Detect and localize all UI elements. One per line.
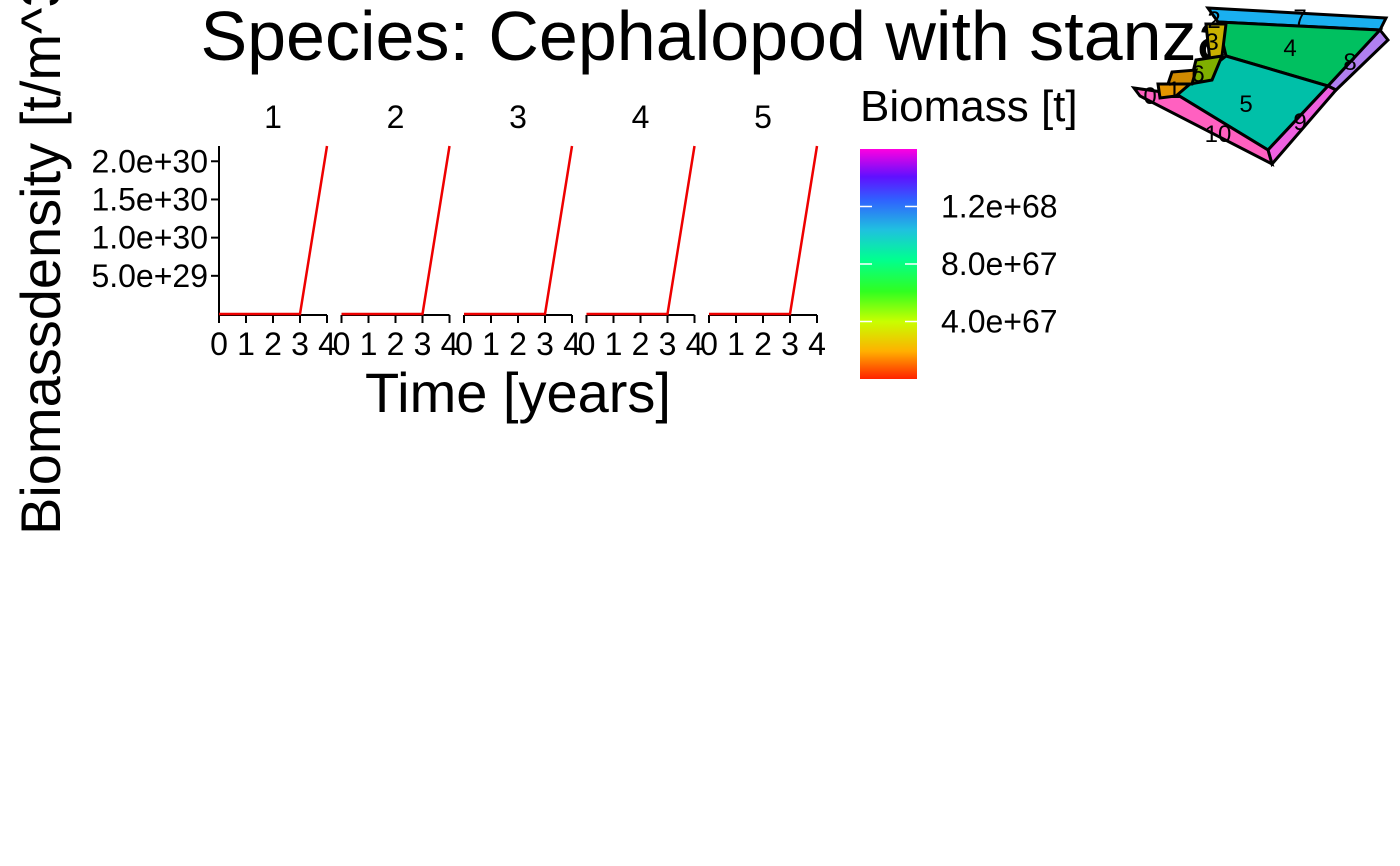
x-tick-label: 2 (264, 326, 282, 362)
x-tick-label: 3 (536, 326, 554, 362)
facet-label: 3 (509, 99, 527, 135)
x-tick-label: 4 (808, 326, 826, 362)
x-tick-label: 1 (360, 326, 378, 362)
x-tick-label: 2 (632, 326, 650, 362)
y-tick-label: 1.5e+30 (91, 181, 208, 217)
x-tick-label: 4 (441, 326, 459, 362)
x-tick-label: 3 (291, 326, 309, 362)
facet-panel-1: 10 1 2 3 45.0e+291.0e+301.5e+302.0e+30 (91, 99, 335, 362)
y-axis-title: Biomassdensity [t/m^3] (9, 0, 72, 535)
facet-panel-5: 5 0 1 2 3 4 (700, 99, 826, 362)
x-tick-label: 4 (563, 326, 581, 362)
series-line-5 (709, 145, 819, 316)
map-box-label: 7 (1293, 5, 1306, 32)
x-tick-label: 3 (659, 326, 677, 362)
x-tick-label: 0 (578, 326, 596, 362)
series-line-3 (464, 145, 574, 316)
x-tick-label: 1 (237, 326, 255, 362)
colorbar-legend: Biomass [t] 4.0e+67 8.0e+67 1.2e+68 (860, 82, 1078, 379)
series-line-2 (341, 145, 451, 316)
facet-panel-4: 40 1 2 3 4 (578, 99, 704, 362)
y-tick-label: 2.0e+30 (91, 143, 208, 179)
facet-label: 1 (264, 99, 282, 135)
colorbar-tick-label: 1.2e+68 (941, 189, 1058, 225)
facet-label: 5 (754, 99, 772, 135)
chart-title: Species: Cephalopod with stanza (200, 0, 1235, 75)
colorbar-tick-label: 8.0e+67 (941, 246, 1058, 282)
x-tick-label: 0 (210, 326, 228, 362)
map-box-label: 10 (1205, 121, 1232, 148)
series-line-1 (219, 145, 329, 316)
x-tick-label: 0 (455, 326, 473, 362)
x-tick-label: 3 (414, 326, 432, 362)
x-tick-label: 3 (781, 326, 799, 362)
x-tick-label: 2 (754, 326, 772, 362)
x-tick-label: 2 (387, 326, 405, 362)
legend-title: Biomass [t] (860, 82, 1078, 131)
map-box-label: 6 (1191, 61, 1204, 88)
x-tick-label: 2 (509, 326, 527, 362)
x-tick-label: 1 (605, 326, 623, 362)
x-tick-label: 1 (727, 326, 745, 362)
x-tick-label: 4 (686, 326, 704, 362)
x-tick-label: 4 (318, 326, 336, 362)
facet-label: 2 (387, 99, 405, 135)
series-line-4 (586, 145, 696, 316)
x-tick-label: 0 (700, 326, 718, 362)
map-box-label: 1 (1167, 77, 1180, 104)
map-box-label: 4 (1283, 35, 1296, 62)
y-tick-label: 5.0e+29 (91, 258, 208, 294)
map-box-label: 5 (1239, 91, 1252, 118)
y-tick-label: 1.0e+30 (91, 220, 208, 256)
facet-label: 4 (632, 99, 650, 135)
colorbar-tick-label: 4.0e+67 (941, 304, 1058, 340)
map-box-label: 8 (1343, 49, 1356, 76)
x-tick-label: 1 (482, 326, 500, 362)
map-box-label: 3 (1205, 29, 1218, 56)
map-box-label: 9 (1293, 109, 1306, 136)
map-box-label: 0 (1143, 83, 1156, 110)
x-tick-label: 0 (333, 326, 351, 362)
facet-panel-2: 20 1 2 3 4 (333, 99, 459, 362)
facet-panel-3: 30 1 2 3 4 (455, 99, 581, 362)
map-box-6 (1165, 68, 1199, 86)
map-box-label: 2 (1207, 7, 1220, 34)
x-axis-title: Time [years] (365, 361, 671, 424)
